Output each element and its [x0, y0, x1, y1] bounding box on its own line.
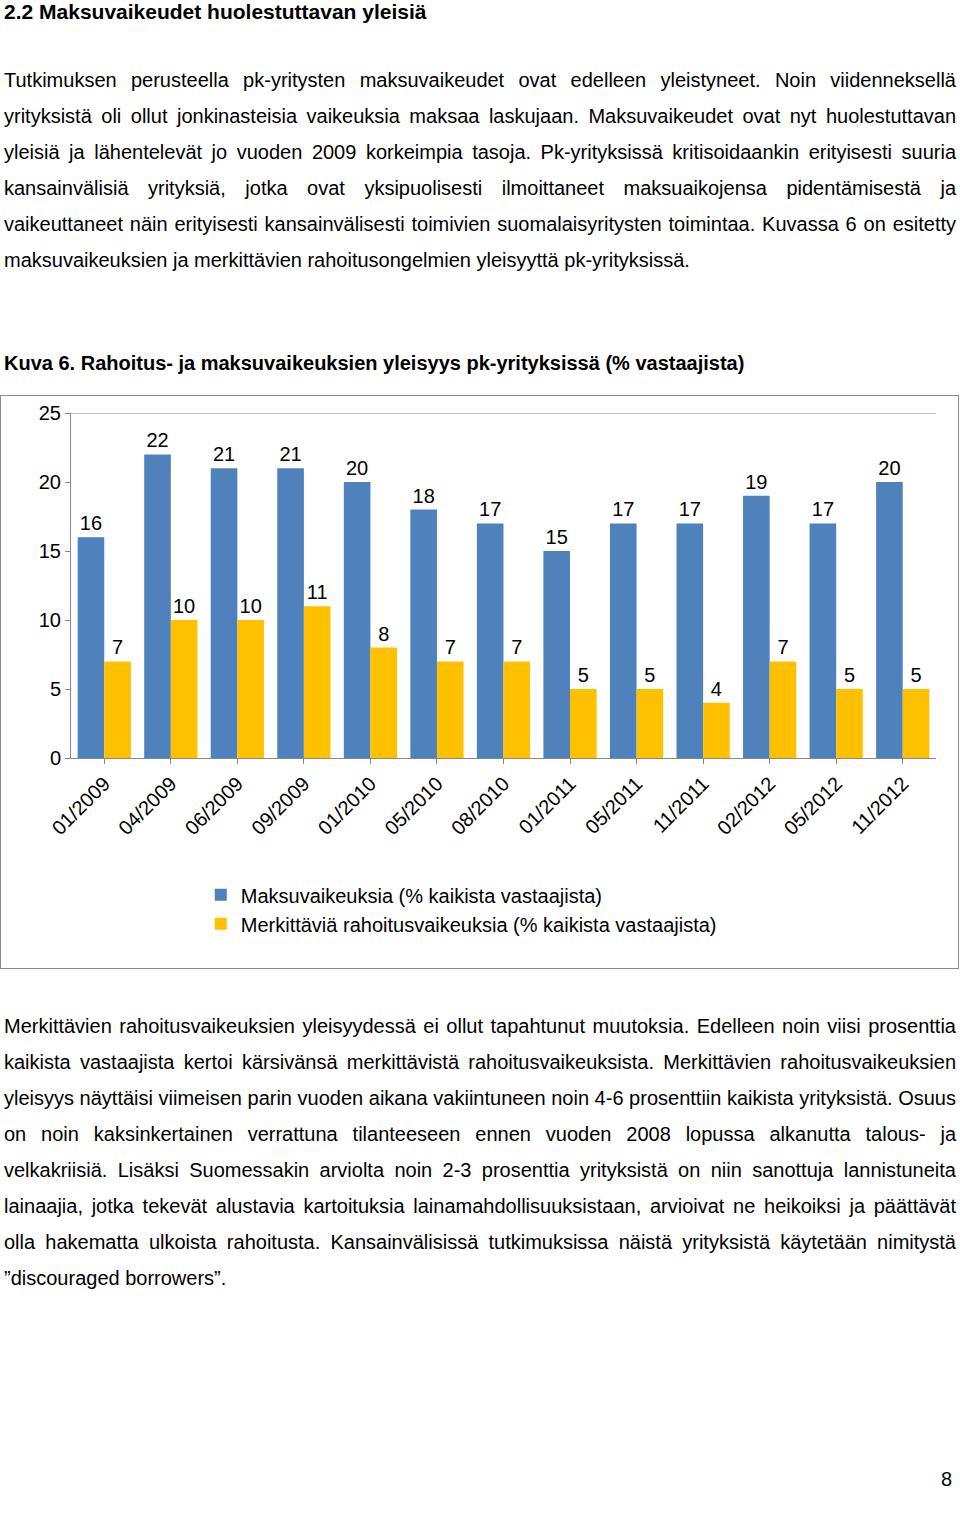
- svg-text:05/2011: 05/2011: [581, 772, 647, 838]
- svg-text:7: 7: [511, 636, 522, 658]
- svg-text:01/2010: 01/2010: [314, 772, 381, 839]
- svg-text:17: 17: [479, 498, 501, 520]
- svg-text:01/2009: 01/2009: [47, 772, 114, 839]
- svg-text:02/2012: 02/2012: [713, 772, 780, 839]
- svg-text:22: 22: [146, 429, 168, 451]
- svg-text:10: 10: [39, 609, 61, 631]
- svg-text:19: 19: [745, 471, 767, 493]
- svg-text:05/2010: 05/2010: [380, 772, 447, 839]
- svg-text:17: 17: [812, 498, 834, 520]
- svg-text:18: 18: [413, 485, 435, 507]
- svg-text:15: 15: [39, 540, 61, 562]
- svg-text:8: 8: [378, 623, 389, 645]
- svg-text:Maksuvaikeuksia (% kaikista va: Maksuvaikeuksia (% kaikista vastaajista): [241, 885, 602, 907]
- svg-text:5: 5: [578, 664, 589, 686]
- svg-text:09/2009: 09/2009: [247, 772, 314, 839]
- svg-text:11: 11: [307, 581, 328, 603]
- svg-text:08/2010: 08/2010: [447, 772, 514, 839]
- svg-text:25: 25: [39, 402, 61, 424]
- svg-text:01/2011: 01/2011: [514, 772, 580, 838]
- svg-text:17: 17: [612, 498, 634, 520]
- svg-text:10: 10: [240, 595, 262, 617]
- svg-text:16: 16: [80, 512, 102, 534]
- svg-text:0: 0: [50, 747, 61, 769]
- svg-text:7: 7: [445, 636, 456, 658]
- html-text:Kuva 6. Rahoitus- ja maksuvaik: Kuva 6. Rahoitus- ja maksuvaikeuksien yl…: [4, 352, 745, 374]
- svg-text:20: 20: [39, 471, 61, 493]
- svg-text:11/2011: 11/2011: [648, 772, 713, 837]
- svg-text:04/2009: 04/2009: [114, 772, 181, 839]
- svg-text:15: 15: [546, 526, 568, 548]
- svg-text:7: 7: [112, 636, 123, 658]
- svg-text:21: 21: [213, 443, 235, 465]
- svg-text:Merkittäviä rahoitusvaikeuksia: Merkittäviä rahoitusvaikeuksia (% kaikis…: [241, 914, 717, 936]
- svg-text:5: 5: [910, 664, 921, 686]
- svg-text:10: 10: [173, 595, 195, 617]
- svg-text:5: 5: [644, 664, 655, 686]
- svg-text:05/2012: 05/2012: [779, 772, 846, 839]
- svg-text:20: 20: [878, 457, 900, 479]
- svg-text:17: 17: [679, 498, 701, 520]
- svg-text:7: 7: [777, 636, 788, 658]
- svg-text:5: 5: [844, 664, 855, 686]
- svg-text:5: 5: [50, 678, 61, 700]
- html-text:8: 8: [940, 1468, 952, 1490]
- svg-text:11/2012: 11/2012: [847, 772, 913, 838]
- svg-text:06/2009: 06/2009: [181, 772, 248, 839]
- html-text:2.2 Maksuvaikeudet huolestutta: 2.2 Maksuvaikeudet huolestuttavan yleisi…: [4, 0, 427, 23]
- svg-text:4: 4: [711, 678, 722, 700]
- html-text:Merkittävien rahoitusvaikeuksi: Merkittävien rahoitusvaikeuksien yleisyy…: [4, 1015, 956, 1289]
- svg-text:21: 21: [279, 443, 301, 465]
- svg-text:20: 20: [346, 457, 368, 479]
- html-text:Tutkimuksen perusteella pk-yri: Tutkimuksen perusteella pk-yritysten mak…: [4, 69, 956, 271]
